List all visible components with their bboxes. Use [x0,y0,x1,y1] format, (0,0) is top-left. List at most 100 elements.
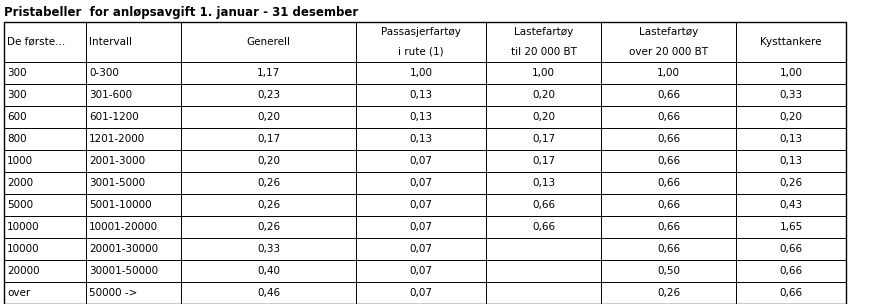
Text: 0,07: 0,07 [410,222,432,232]
Bar [181,238,356,260]
Bar [601,238,736,260]
Bar [86,238,181,260]
Bar [486,216,601,238]
Text: 0,66: 0,66 [657,112,680,122]
Bar [4,128,86,150]
Text: 0,13: 0,13 [410,134,432,144]
Text: 0,13: 0,13 [780,134,802,144]
Text: 10001-20000: 10001-20000 [89,222,158,232]
Text: 0,13: 0,13 [532,178,555,188]
Bar [86,128,181,150]
Bar [486,282,601,304]
Text: 300: 300 [7,90,26,100]
Bar [356,22,486,62]
Text: 0,20: 0,20 [780,112,802,122]
Bar [356,172,486,194]
Text: 0,46: 0,46 [257,288,280,298]
Bar [356,128,486,150]
Bar [4,22,86,62]
Bar [486,106,601,128]
Text: 0,07: 0,07 [410,288,432,298]
Bar [601,106,736,128]
Bar [736,172,846,194]
Bar [356,282,486,304]
Bar [181,260,356,282]
Text: Passasjerfartøy: Passasjerfartøy [382,27,461,37]
Text: 0,40: 0,40 [257,266,280,276]
Text: Lastefartøy: Lastefartøy [514,27,573,37]
Bar [181,84,356,106]
Bar [601,150,736,172]
Text: 0,66: 0,66 [780,288,802,298]
Bar [181,150,356,172]
Bar [736,106,846,128]
Bar [4,282,86,304]
Text: 1,17: 1,17 [257,68,280,78]
Text: i rute (1): i rute (1) [398,47,444,57]
Bar [86,260,181,282]
Bar [486,150,601,172]
Text: Generell: Generell [247,37,290,47]
Bar [736,84,846,106]
Text: 0,66: 0,66 [657,156,680,166]
Bar [601,216,736,238]
Text: 0,43: 0,43 [780,200,802,210]
Text: 601-1200: 601-1200 [89,112,139,122]
Bar [4,238,86,260]
Text: 0,26: 0,26 [257,178,280,188]
Text: 301-600: 301-600 [89,90,132,100]
Bar [486,62,601,84]
Text: 2001-3000: 2001-3000 [89,156,145,166]
Bar [4,194,86,216]
Text: Pristabeller  for anløpsavgift 1. januar - 31 desember: Pristabeller for anløpsavgift 1. januar … [4,6,358,19]
Text: 50000 ->: 50000 -> [89,288,137,298]
Text: 0,13: 0,13 [780,156,802,166]
Text: 0,66: 0,66 [657,244,680,254]
Text: 0,07: 0,07 [410,178,432,188]
Bar [4,150,86,172]
Bar [356,62,486,84]
Bar [601,62,736,84]
Bar [356,260,486,282]
Text: 0,20: 0,20 [532,90,555,100]
Text: 0,66: 0,66 [657,90,680,100]
Text: over: over [7,288,31,298]
Bar [86,62,181,84]
Bar [601,84,736,106]
Bar [486,22,601,62]
Text: 30001-50000: 30001-50000 [89,266,158,276]
Bar [181,194,356,216]
Bar [86,150,181,172]
Text: 0,26: 0,26 [257,200,280,210]
Bar [356,194,486,216]
Text: 0,13: 0,13 [410,90,432,100]
Bar [601,282,736,304]
Text: 0,26: 0,26 [257,222,280,232]
Text: 0,66: 0,66 [532,222,555,232]
Text: 3001-5000: 3001-5000 [89,178,145,188]
Bar [736,62,846,84]
Text: 20000: 20000 [7,266,39,276]
Bar [181,22,356,62]
Bar [4,106,86,128]
Text: 0,66: 0,66 [657,134,680,144]
Text: 1000: 1000 [7,156,33,166]
Text: 0,07: 0,07 [410,156,432,166]
Text: 5000: 5000 [7,200,33,210]
Text: 300: 300 [7,68,26,78]
Text: 0,17: 0,17 [257,134,280,144]
Text: 0,66: 0,66 [657,178,680,188]
Text: Kysttankere: Kysttankere [760,37,822,47]
Bar [736,194,846,216]
Bar [356,238,486,260]
Bar [736,22,846,62]
Bar [86,172,181,194]
Text: 800: 800 [7,134,26,144]
Bar [486,84,601,106]
Text: Lastefartøy: Lastefartøy [639,27,698,37]
Text: 600: 600 [7,112,26,122]
Bar [86,282,181,304]
Text: 0,20: 0,20 [257,112,280,122]
Bar [601,172,736,194]
Text: 0,66: 0,66 [657,222,680,232]
